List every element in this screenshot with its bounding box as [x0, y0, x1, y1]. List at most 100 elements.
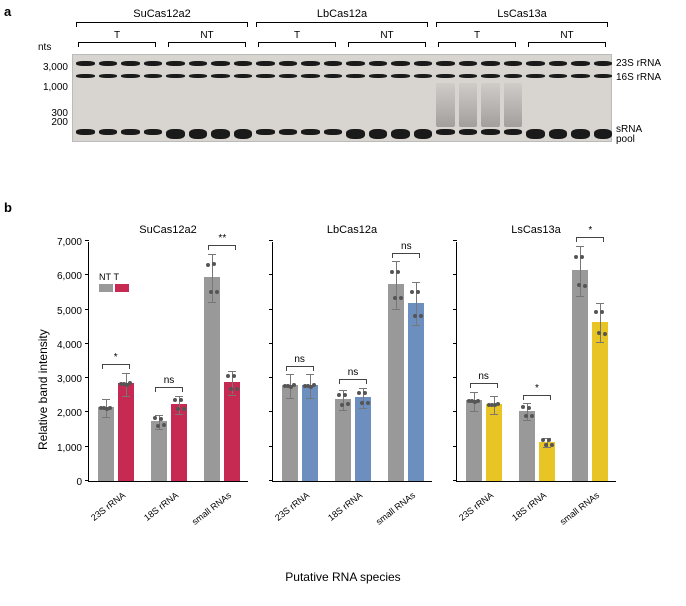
error-cap	[523, 403, 531, 404]
y-tick-label: 7,000	[46, 237, 82, 248]
gel-band-23s	[121, 61, 140, 66]
y-tick	[85, 446, 89, 447]
data-dot	[162, 423, 166, 427]
gel-band-23s	[391, 61, 410, 66]
y-tick-label: 3,000	[46, 374, 82, 385]
gel-subgroup-label: NT	[342, 30, 432, 41]
gel-lane	[592, 55, 613, 141]
bar-nt	[335, 399, 351, 481]
error-cap	[175, 396, 183, 397]
gel-lane	[344, 55, 365, 141]
error-cap	[228, 395, 236, 396]
bar-nt	[466, 400, 482, 481]
error-cap	[596, 342, 604, 343]
gel-group-bracket	[256, 22, 428, 28]
x-tick-label: 18S rRNA	[311, 490, 364, 535]
data-dot	[544, 443, 548, 447]
sig-label: ns	[339, 367, 367, 378]
gel-lane	[389, 55, 410, 141]
legend-row	[99, 282, 131, 292]
data-dot	[416, 290, 420, 294]
gel-band-pool	[459, 129, 478, 135]
gel-lane	[119, 55, 140, 141]
error-cap	[208, 254, 216, 255]
y-tick	[453, 274, 457, 275]
x-tick-label: 18S rRNA	[495, 490, 548, 535]
gel-band-16s	[526, 74, 545, 78]
gel-band-pool	[369, 129, 388, 139]
gel-band-23s	[166, 61, 185, 66]
gel-lane	[277, 55, 298, 141]
gel-lane	[457, 55, 478, 141]
bar-nt	[572, 270, 588, 481]
bar-t	[302, 385, 318, 481]
error-bar	[580, 246, 581, 297]
x-tick-label: 18S rRNA	[127, 490, 180, 535]
gel-right-label: 16S rRNA	[616, 72, 661, 83]
gel-lane	[412, 55, 433, 141]
gel-band-16s	[594, 74, 613, 78]
gel-band-23s	[526, 61, 545, 66]
gel-band-pool	[279, 129, 298, 135]
subplot-title: LbCas12a	[272, 224, 432, 236]
gel-band-16s	[504, 74, 523, 78]
y-tick	[269, 480, 273, 481]
gel-band-16s	[391, 74, 410, 78]
data-dot	[527, 406, 531, 410]
gel-right-label: pool	[616, 134, 635, 145]
chart-area: SuCas12a2NT T*ns**23S rRNA18S rRNAsmall …	[88, 220, 628, 500]
bar-nt	[282, 385, 298, 481]
gel-band-16s	[189, 74, 208, 78]
gel-band-16s	[459, 74, 478, 78]
sig-label: *	[576, 225, 604, 236]
error-cap	[596, 303, 604, 304]
gel-band-pool	[121, 129, 140, 135]
data-dot	[206, 263, 210, 267]
y-tick	[269, 343, 273, 344]
bar-t	[355, 397, 371, 481]
error-cap	[543, 447, 551, 448]
sig-label: ns	[392, 241, 420, 252]
y-tick-label: 4,000	[46, 340, 82, 351]
data-dot	[340, 403, 344, 407]
data-dot	[343, 393, 347, 397]
gel-band-23s	[504, 61, 523, 66]
gel-band-pool	[549, 129, 568, 139]
data-dot	[357, 391, 361, 395]
data-dot	[524, 414, 528, 418]
gel-band-pool	[189, 129, 208, 139]
data-dot	[550, 443, 554, 447]
y-tick	[85, 411, 89, 412]
gel-group-label: SuCas12a2	[72, 8, 252, 20]
legend-t-swatch	[115, 284, 129, 292]
gel-band-16s	[166, 74, 185, 78]
y-tick-label: 0	[46, 477, 82, 488]
y-tick	[269, 377, 273, 378]
gel-lane	[434, 55, 455, 141]
gel-smear	[459, 83, 478, 127]
gel-subgroup-bracket	[78, 42, 156, 48]
gel-band-16s	[301, 74, 320, 78]
data-dot	[363, 391, 367, 395]
gel-ladder-label: 200	[30, 117, 68, 128]
sig-label: ns	[286, 354, 314, 365]
data-dot	[600, 310, 604, 314]
bar-nt	[98, 407, 114, 481]
sig-bracket	[392, 253, 420, 254]
gel-band-pool	[594, 129, 613, 139]
y-tick	[85, 240, 89, 241]
gel-band-23s	[99, 61, 118, 66]
error-cap	[392, 261, 400, 262]
sig-label: *	[523, 383, 551, 394]
sig-bracket	[339, 379, 367, 380]
x-tick-label: small RNAs	[548, 490, 601, 535]
subplot-frame: NT T*ns**	[88, 242, 248, 482]
gel-smear	[481, 83, 500, 127]
data-dot	[156, 424, 160, 428]
gel-band-pool	[346, 129, 365, 139]
panel-b: b Relative band intensity 01,0002,0003,0…	[0, 200, 686, 600]
data-dot	[521, 405, 525, 409]
gel-band-23s	[211, 61, 230, 66]
data-dot	[159, 417, 163, 421]
bar-t	[486, 404, 502, 481]
